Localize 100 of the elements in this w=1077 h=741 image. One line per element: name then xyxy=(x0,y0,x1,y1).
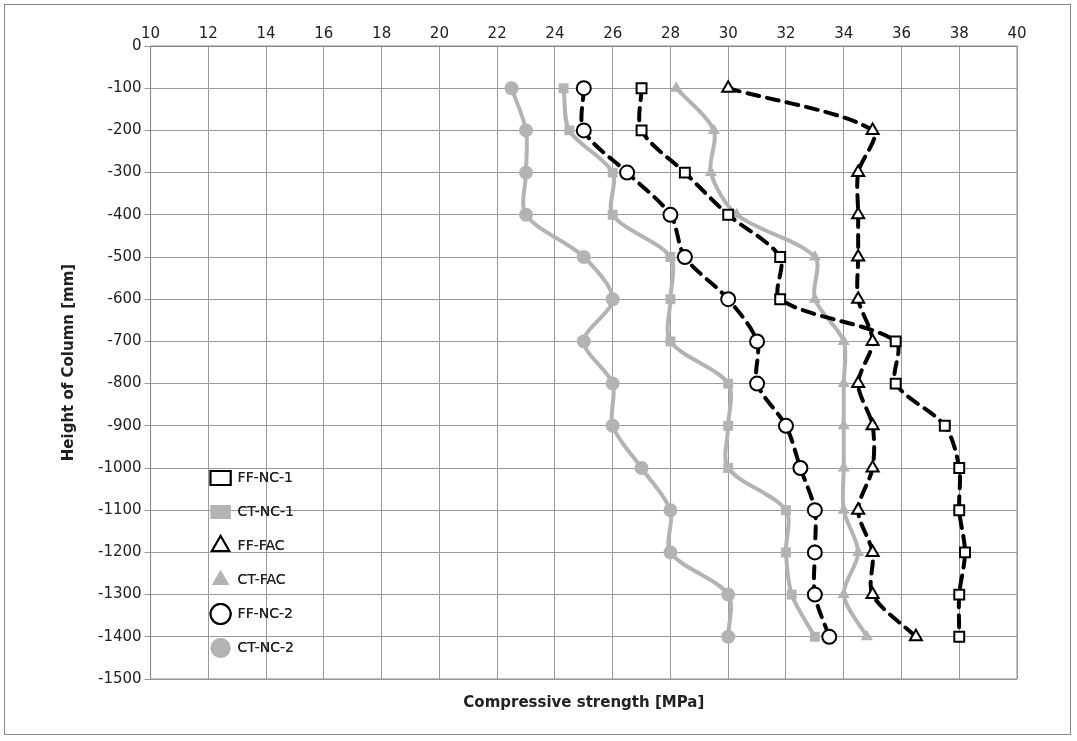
point xyxy=(722,208,735,221)
point xyxy=(721,80,736,93)
point xyxy=(519,123,534,138)
point xyxy=(809,631,820,642)
point xyxy=(908,628,923,642)
point xyxy=(953,630,966,643)
point xyxy=(786,589,797,600)
point xyxy=(959,546,971,559)
y-axis-title: Height of Column [mm] xyxy=(58,263,77,462)
point xyxy=(720,291,737,308)
point xyxy=(792,460,809,476)
x-tick-label: 38 xyxy=(949,23,969,42)
point xyxy=(865,333,880,346)
point xyxy=(865,544,880,557)
x-tick-label: 32 xyxy=(776,23,796,42)
point xyxy=(723,420,734,431)
point xyxy=(605,292,620,307)
point xyxy=(851,206,866,220)
point xyxy=(723,463,734,473)
point xyxy=(889,377,902,390)
y-tick-label: -500 xyxy=(107,246,142,265)
x-tick-label: 30 xyxy=(718,23,738,42)
point xyxy=(519,207,534,222)
legend-label: FF-NC-2 xyxy=(237,604,293,621)
point xyxy=(749,333,766,350)
y-tick-label: -200 xyxy=(107,120,142,139)
point xyxy=(851,249,866,262)
point xyxy=(953,588,966,601)
point xyxy=(749,375,766,392)
point xyxy=(865,122,880,135)
x-tick-label: 18 xyxy=(372,23,392,42)
point xyxy=(605,376,620,391)
point xyxy=(663,503,678,518)
point xyxy=(607,167,618,178)
point xyxy=(504,81,519,96)
point xyxy=(781,505,791,516)
y-tick-label: -800 xyxy=(107,373,142,392)
point xyxy=(670,81,683,92)
point xyxy=(676,249,693,265)
point xyxy=(634,461,649,475)
x-tick-label: 28 xyxy=(660,23,680,42)
point xyxy=(865,460,880,473)
point xyxy=(575,122,592,139)
x-tick-label: 36 xyxy=(891,23,912,42)
point xyxy=(860,629,873,641)
point xyxy=(678,166,691,179)
point xyxy=(635,124,648,137)
y-tick-label: 0 xyxy=(132,35,142,54)
y-tick-label: -600 xyxy=(107,289,142,308)
y-tick-label: -300 xyxy=(107,162,142,181)
point xyxy=(721,587,736,602)
x-tick-label: 40 xyxy=(1007,23,1027,42)
legend-label: CT-NC-1 xyxy=(237,502,294,519)
point xyxy=(707,123,720,134)
point xyxy=(865,586,880,600)
point xyxy=(953,504,966,517)
point xyxy=(576,250,591,264)
x-tick-label: 14 xyxy=(256,23,276,42)
legend-label: FF-NC-1 xyxy=(237,468,293,485)
legend-label: FF-FAC xyxy=(237,536,285,553)
point xyxy=(806,544,823,561)
point xyxy=(781,547,791,558)
x-axis-title: Compressive strength [MPa] xyxy=(463,693,705,711)
x-tick-label: 12 xyxy=(198,23,218,42)
point xyxy=(564,125,575,136)
point xyxy=(806,586,823,603)
point xyxy=(721,629,736,644)
point xyxy=(575,80,592,97)
point xyxy=(605,418,620,433)
legend-label: CT-FAC xyxy=(237,570,286,587)
point xyxy=(663,545,678,560)
point xyxy=(774,251,787,263)
point xyxy=(806,502,823,519)
point xyxy=(953,462,966,474)
y-tick-label: -1100 xyxy=(97,500,142,519)
y-tick-label: -1300 xyxy=(97,584,142,603)
x-tick-label: 24 xyxy=(545,23,565,42)
point xyxy=(665,252,676,262)
point xyxy=(865,417,880,431)
point xyxy=(635,82,648,95)
x-tick-label: 22 xyxy=(487,23,507,42)
legend-label: CT-NC-2 xyxy=(237,638,294,655)
point xyxy=(851,164,866,178)
point xyxy=(619,164,636,181)
point xyxy=(662,206,679,223)
point xyxy=(723,378,734,389)
x-tick-label: 10 xyxy=(141,23,161,42)
point xyxy=(851,291,866,304)
point xyxy=(851,375,866,389)
y-tick-label: -1400 xyxy=(97,626,142,645)
point xyxy=(665,294,676,305)
point xyxy=(808,250,821,261)
point xyxy=(558,83,569,94)
point xyxy=(665,336,676,347)
y-tick-label: -1200 xyxy=(97,542,142,561)
point xyxy=(938,419,951,432)
x-tick-label: 34 xyxy=(834,23,854,42)
y-tick-label: -1500 xyxy=(97,668,142,687)
y-tick-label: -400 xyxy=(107,204,142,223)
y-tick-label: -700 xyxy=(107,331,142,350)
